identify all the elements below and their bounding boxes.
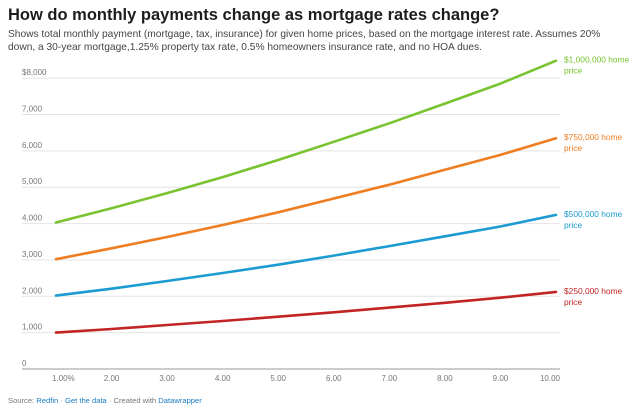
y-tick-label: 5,000 — [22, 177, 43, 186]
source-prefix: Source: — [8, 396, 37, 405]
x-tick-label: 7.00 — [382, 374, 398, 383]
chart-title: How do monthly payments change as mortga… — [8, 6, 500, 24]
series-label-1: $1,000,000 home price — [564, 55, 630, 76]
y-tick-label: 2,000 — [22, 286, 43, 295]
x-tick-label: 2.00 — [104, 374, 120, 383]
x-tick-label: 10.00 — [540, 374, 561, 383]
datawrapper-link[interactable]: Datawrapper — [158, 396, 202, 405]
series-line-3 — [54, 213, 558, 297]
y-tick-label: 1,000 — [22, 323, 43, 332]
source-link[interactable]: Redfin — [36, 396, 59, 405]
x-tick-label: 9.00 — [493, 374, 509, 383]
x-tick-label: 8.00 — [437, 374, 453, 383]
x-tick-label: 6.00 — [326, 374, 342, 383]
series-label-4: $250,000 home price — [564, 286, 623, 307]
chart-footer: Source: Redfin · Get the data · Created … — [8, 396, 202, 405]
x-axis-ticks: 1.00% 2.00 3.00 4.00 5.00 6.00 7.00 8.00 9.00 10.… — [52, 374, 561, 383]
series-label-3: $500,000 home price — [564, 209, 623, 230]
x-tick-label: 1.00% — [52, 374, 75, 383]
y-tick-label: 6,000 — [22, 141, 43, 150]
get-the-data-link[interactable]: Get the data — [64, 396, 107, 405]
chart-subtitle: Shows total monthly payment (mortgage, t… — [8, 29, 601, 53]
series-label-2: $750,000 home price — [564, 132, 623, 153]
x-tick-label: 3.00 — [159, 374, 175, 383]
y-tick-label: $8,000 — [22, 68, 47, 77]
footer-created-with: · Created with — [106, 396, 159, 405]
chart-series-lines — [54, 59, 558, 334]
series-line-4 — [54, 290, 558, 334]
x-tick-label: 4.00 — [215, 374, 231, 383]
y-tick-label: 3,000 — [22, 250, 43, 259]
y-tick-label: 4,000 — [22, 214, 43, 223]
y-tick-label: 7,000 — [22, 105, 43, 114]
series-line-2 — [54, 136, 558, 261]
series-end-labels: $1,000,000 home price $750,000 home price $5… — [564, 55, 630, 307]
y-tick-label: 0 — [22, 359, 27, 368]
x-tick-label: 5.00 — [270, 374, 286, 383]
series-line-1 — [54, 59, 558, 224]
footer-separator: · — [58, 396, 65, 405]
chart-grid — [22, 77, 560, 370]
y-axis-ticks: 0 1,000 2,000 3,000 4,000 5,000 6,000 7,000 $8,0… — [22, 68, 47, 368]
